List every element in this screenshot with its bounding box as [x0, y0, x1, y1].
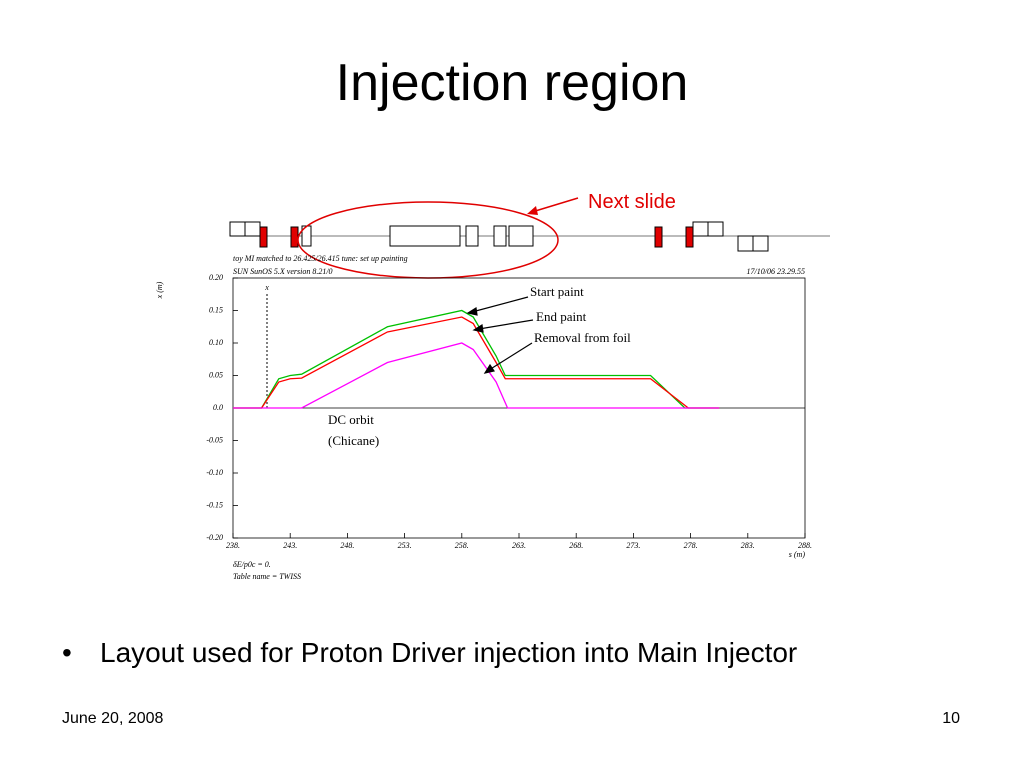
arrow-head	[527, 206, 538, 215]
x-tick-label: 263.	[512, 541, 526, 550]
y-tick-label: 0.0	[213, 403, 223, 412]
y-tick-label: 0.05	[209, 370, 223, 379]
plot-header: toy MI matched to 26.425/26.415 tune: se…	[233, 254, 408, 263]
x-tick-label: 273.	[626, 541, 640, 550]
bullet-mark: •	[62, 637, 72, 668]
annotation: Start paint	[530, 284, 584, 299]
x-tick-label: 283.	[741, 541, 755, 550]
x-tick-label: 238.	[226, 541, 240, 550]
plot: toy MI matched to 26.425/26.415 tune: se…	[155, 254, 812, 581]
x-tick-label: 248.	[340, 541, 354, 550]
y-tick-label: 0.10	[209, 338, 223, 347]
y-tick-label: -0.20	[206, 533, 223, 542]
plot-footer: Table name = TWISS	[233, 572, 301, 581]
page-number: 10	[942, 710, 960, 727]
x-tick-label: 258.	[455, 541, 469, 550]
x-axis-label: s (m)	[789, 550, 806, 559]
callout: Next slide	[588, 191, 676, 213]
slide-title: Injection region	[336, 54, 689, 112]
series-line	[233, 316, 720, 409]
footer-date: June 20, 2008	[62, 710, 164, 727]
y-tick-label: -0.05	[206, 435, 223, 444]
x-tick-label: 278.	[684, 541, 698, 550]
y-tick-label: 0.20	[209, 273, 223, 282]
marker-label: x	[264, 283, 269, 292]
y-tick-label: 0.15	[209, 305, 223, 314]
x-tick-label: 268.	[569, 541, 583, 550]
annotation: (Chicane)	[328, 433, 379, 448]
x-tick-label: 288.	[798, 541, 812, 550]
y-tick-label: -0.15	[206, 500, 223, 509]
y-tick-label: -0.10	[206, 468, 223, 477]
plot-footer: δE/p0c = 0.	[233, 560, 271, 569]
annotation: Removal from foil	[534, 330, 631, 345]
x-tick-label: 253.	[398, 541, 412, 550]
annotation: End paint	[536, 309, 587, 324]
annotations	[466, 296, 534, 374]
bullet-text: Layout used for Proton Driver injection …	[100, 637, 797, 668]
x-tick-label: 243.	[283, 541, 297, 550]
beamline	[229, 221, 830, 252]
annotation: DC orbit	[328, 412, 374, 427]
plot-header: 17/10/06 23.29.55	[747, 267, 805, 276]
y-axis-label: x (m)	[155, 281, 164, 299]
callout-arrow	[531, 197, 579, 213]
series-line	[233, 342, 720, 409]
plot-header: SUN SunOS 5.X version 8.21/0	[233, 267, 333, 276]
series-line	[233, 309, 720, 409]
